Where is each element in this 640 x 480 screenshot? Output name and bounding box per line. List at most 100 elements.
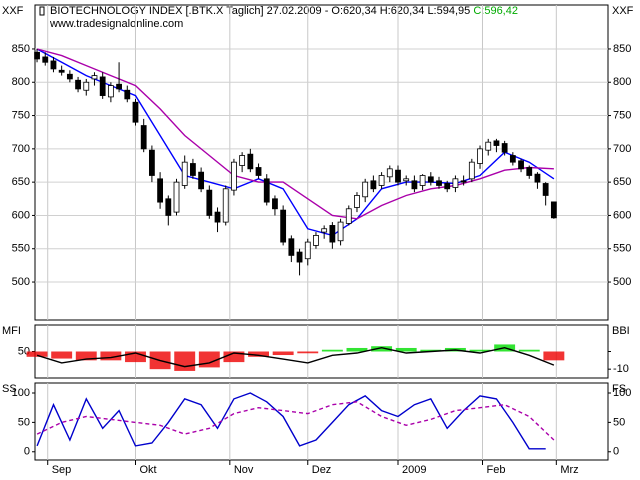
candle-body xyxy=(99,76,106,96)
candle-body xyxy=(181,161,188,186)
histogram-bar xyxy=(346,347,368,352)
candle-body xyxy=(321,228,328,233)
candle-body xyxy=(140,125,147,150)
line-series xyxy=(36,48,555,237)
y-tick-label-right: 100 xyxy=(613,387,631,399)
candle-body xyxy=(66,73,73,80)
panel-label-right: XXF xyxy=(612,5,634,17)
histogram-bar xyxy=(469,349,491,352)
candle-body xyxy=(116,83,122,90)
candle-body xyxy=(206,189,213,216)
candle-body xyxy=(313,235,319,246)
y-tick-label: 600 xyxy=(12,209,30,221)
y-tick-label-right: 750 xyxy=(613,109,631,121)
x-tick-label: Sep xyxy=(52,464,72,476)
candle-body xyxy=(239,155,246,166)
y-tick-label-right: 600 xyxy=(613,209,631,221)
candle-body xyxy=(345,208,352,224)
candle-body xyxy=(337,221,344,242)
candle-body xyxy=(83,81,90,91)
candle-body xyxy=(403,178,410,182)
y-tick-label: 650 xyxy=(12,176,30,188)
close-label: C:596,42 xyxy=(473,5,518,17)
line-series xyxy=(36,346,555,368)
panel-label-right: BBI xyxy=(612,325,630,337)
y-tick-label: 800 xyxy=(12,76,30,88)
candle-body xyxy=(395,169,401,183)
y2-tick-label: -10 xyxy=(613,363,629,375)
candle-body xyxy=(296,251,303,263)
candle-body xyxy=(329,225,336,243)
panel-label-left: XXF xyxy=(2,5,24,17)
histogram-bar xyxy=(395,347,417,352)
candle-body xyxy=(542,183,549,196)
x-tick-label: Okt xyxy=(139,464,156,476)
candle-body xyxy=(272,198,278,210)
candle-body xyxy=(477,148,483,164)
candle-body xyxy=(509,155,516,163)
candle-body xyxy=(362,181,369,198)
y-tick-label-right: 550 xyxy=(613,243,631,255)
candle-body xyxy=(468,161,475,180)
histogram-bar xyxy=(272,351,294,356)
line-series xyxy=(36,48,554,220)
candle-body xyxy=(148,149,155,176)
y-tick-label-right: 800 xyxy=(613,76,631,88)
candle-body xyxy=(304,241,311,260)
y-tick-label-right: 0 xyxy=(613,446,619,458)
y-tick-label: 850 xyxy=(12,43,30,55)
candle-body xyxy=(378,175,385,186)
histogram-bar xyxy=(371,346,393,352)
y-tick-label-right: 50 xyxy=(613,416,625,428)
x-tick-label: Mrz xyxy=(560,464,578,476)
candle-body xyxy=(354,195,360,208)
y-tick-label-right: 650 xyxy=(613,176,631,188)
panel-label-left: MFI xyxy=(2,325,21,337)
candle-body xyxy=(247,153,254,170)
candle-body xyxy=(91,75,98,80)
candle-body xyxy=(132,101,139,123)
subtitle: www.tradesignalonline.com xyxy=(49,18,183,30)
candle-body xyxy=(526,167,533,176)
x-tick-label: Dez xyxy=(312,464,332,476)
candle-body xyxy=(411,180,418,190)
histogram-bar xyxy=(297,351,319,354)
candle-body xyxy=(550,201,557,219)
candle-body xyxy=(452,178,459,188)
y-tick-label: 500 xyxy=(12,276,30,288)
candle-body xyxy=(75,79,81,90)
stoch-frame xyxy=(34,382,609,461)
candle-body xyxy=(198,171,205,190)
candle-body xyxy=(222,188,229,223)
line-series xyxy=(36,392,546,450)
y-tick-label: 0 xyxy=(24,446,30,458)
candle-body xyxy=(190,163,196,176)
histogram-bar xyxy=(248,351,269,357)
histogram-bar xyxy=(223,351,245,363)
candle-body xyxy=(386,168,393,178)
y-tick-label-right: 850 xyxy=(613,43,631,55)
main-frame xyxy=(34,4,609,321)
candle-body xyxy=(444,183,451,190)
candle-body xyxy=(288,238,295,256)
candle-body xyxy=(419,175,426,186)
x-tick-label: Feb xyxy=(486,464,505,476)
candle-body xyxy=(427,176,434,183)
histogram-bar xyxy=(543,351,565,361)
histogram-bar xyxy=(174,351,196,371)
candle-body xyxy=(231,161,237,191)
candle-body xyxy=(42,56,49,63)
candle-body xyxy=(173,181,180,213)
histogram-bar xyxy=(125,351,146,363)
title-text: BIOTECHNOLOGY INDEX [.BTK.X Taglich] 27.… xyxy=(50,5,470,17)
panel-label-right: FS xyxy=(612,383,626,395)
y-tick-label: 700 xyxy=(12,143,30,155)
candle-body xyxy=(58,69,65,73)
histogram-bar xyxy=(100,351,122,361)
candle-body xyxy=(263,178,270,203)
candle-body xyxy=(460,180,467,183)
line-series xyxy=(36,401,555,441)
histogram-bar xyxy=(321,349,343,352)
